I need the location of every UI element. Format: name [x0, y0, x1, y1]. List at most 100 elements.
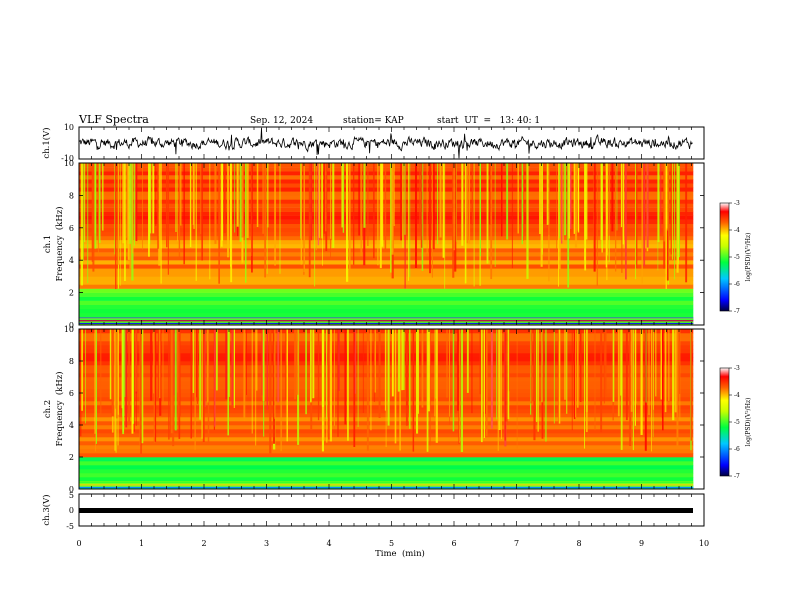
- y-tick-label: 0: [69, 321, 74, 330]
- impulse-streak: [466, 329, 469, 393]
- impulse-streak: [402, 329, 405, 390]
- impulse-streak: [657, 163, 660, 243]
- impulse-streak: [596, 163, 598, 286]
- impulse-streak: [177, 163, 178, 242]
- spectrogram-row: [79, 199, 694, 204]
- impulse-streak: [171, 329, 173, 434]
- impulse-streak: [585, 329, 588, 433]
- impulse-streak: [300, 163, 302, 265]
- impulse-streak: [660, 329, 662, 400]
- impulse-streak: [128, 329, 130, 422]
- impulse-streak: [665, 163, 667, 289]
- colorbar-tick-label: -6: [734, 446, 740, 453]
- impulse-streak: [315, 163, 317, 251]
- impulse-streak: [664, 329, 667, 413]
- colorbar-tick-label: -5: [734, 254, 740, 261]
- impulse-streak: [556, 163, 557, 250]
- spectrogram-row: [79, 264, 694, 269]
- impulse-streak: [464, 163, 467, 284]
- impulse-streak: [620, 329, 623, 450]
- impulse-streak: [329, 329, 332, 442]
- impulse-streak: [95, 329, 96, 452]
- impulse-streak: [183, 163, 185, 265]
- impulse-streak: [530, 329, 533, 404]
- ch2-colorbar: -3 -4 -5 -6 -7 log(PSD)(V²/Hz): [719, 365, 752, 480]
- impulse-streak: [379, 163, 382, 269]
- spectrogram-row: [79, 235, 694, 241]
- impulse-streak: [419, 163, 421, 232]
- impulse-streak: [225, 329, 228, 400]
- impulse-streak: [629, 329, 632, 446]
- ch1-spec-ylabel-channel: ch.1: [43, 235, 53, 253]
- spectrogram-row: [79, 223, 694, 229]
- impulse-streak: [85, 329, 86, 424]
- impulse-streak: [473, 163, 475, 287]
- impulse-streak: [274, 329, 276, 419]
- impulse-streak: [122, 163, 125, 244]
- impulse-streak: [285, 329, 287, 400]
- impulse-streak: [245, 163, 247, 283]
- spectrogram-row: [79, 179, 694, 184]
- impulse-streak: [109, 329, 112, 400]
- impulse-streak: [573, 329, 576, 420]
- impulse-streak: [367, 163, 369, 246]
- impulse-streak: [135, 329, 137, 392]
- figure-title: VLF Spectra: [78, 113, 149, 126]
- impulse-streak: [318, 163, 321, 238]
- spectrogram-row: [79, 191, 694, 196]
- impulse-streak: [230, 163, 231, 267]
- impulse-streak: [615, 163, 617, 272]
- impulse-streak: [479, 329, 481, 395]
- impulse-streak: [575, 329, 577, 418]
- impulse-streak: [617, 329, 620, 417]
- impulse-streak: [325, 329, 327, 419]
- y-tick-label: 6: [69, 389, 74, 398]
- impulse-streak: [349, 163, 351, 273]
- impulse-streak: [172, 329, 175, 447]
- impulse-streak: [360, 163, 362, 256]
- impulse-streak: [486, 163, 489, 264]
- spectrogram-row: [79, 276, 694, 281]
- impulse-streak: [180, 163, 182, 226]
- impulse-streak: [494, 163, 496, 267]
- impulse-streak: [484, 329, 486, 414]
- impulse-streak: [454, 163, 457, 272]
- impulse-streak: [548, 163, 550, 282]
- impulse-streak: [501, 163, 503, 237]
- spectrogram-row: [79, 272, 694, 277]
- impulse-streak: [431, 163, 433, 278]
- impulse-streak: [125, 329, 128, 428]
- impulse-streak: [353, 163, 355, 265]
- spectrogram-row: [79, 292, 694, 297]
- ch3-ytick-bottom: -5: [66, 522, 74, 531]
- station-label: station= KAP: [343, 116, 404, 126]
- ch1-spec-ylabel-frequency: Frequency (kHz): [54, 206, 65, 281]
- impulse-streak: [672, 329, 675, 421]
- impulse-streak: [139, 329, 141, 446]
- impulse-streak: [241, 163, 244, 238]
- impulse-streak: [678, 163, 680, 258]
- ch2-spectrogram-panel: 0 2 4 6 8 10 ch.2 Frequency (kHz): [43, 325, 705, 494]
- impulse-streak: [399, 329, 401, 451]
- impulse-streak: [214, 329, 216, 427]
- time-axis-title: Time (min): [375, 548, 425, 559]
- impulse-streak: [459, 329, 460, 443]
- impulse-streak: [262, 163, 264, 234]
- impulse-streak: [537, 329, 539, 432]
- impulse-streak: [342, 163, 345, 233]
- impulse-streak: [564, 329, 566, 400]
- impulse-streak: [111, 329, 114, 417]
- x-tick-label: 5: [389, 539, 394, 548]
- impulse-streak: [387, 329, 390, 426]
- spectrogram-row: [79, 215, 694, 220]
- impulse-streak: [606, 163, 608, 281]
- impulse-streak: [598, 163, 600, 231]
- impulse-streak: [485, 329, 488, 437]
- impulse-streak: [167, 163, 169, 275]
- impulse-streak: [505, 329, 508, 422]
- y-tick-label: 2: [69, 289, 74, 298]
- spectrogram-row: [79, 239, 694, 245]
- ch1-ytick-bottom: -10: [61, 154, 74, 163]
- spectrogram-row: [79, 175, 694, 180]
- impulse-streak: [243, 329, 246, 421]
